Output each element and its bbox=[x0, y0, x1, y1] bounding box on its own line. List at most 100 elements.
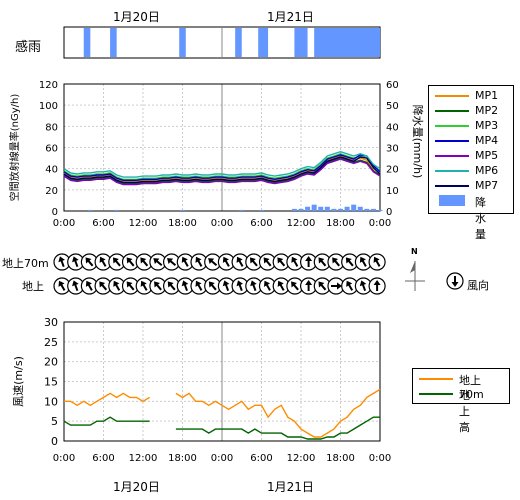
series-line-mp4 bbox=[63, 154, 381, 181]
rain-bar-47 bbox=[370, 208, 376, 211]
wind-dir-70m-7 bbox=[149, 253, 167, 271]
wind-legend-label-0: 地上70m bbox=[459, 374, 484, 401]
rain-sense-bar-2 bbox=[179, 28, 186, 57]
radiation-legend-swatch-4 bbox=[435, 155, 469, 157]
wind-xtick-4: 0:00 bbox=[211, 453, 233, 464]
wind-dir-ground-19 bbox=[313, 277, 331, 295]
wind-dir-70m-23 bbox=[368, 253, 386, 271]
wind-dir-70m-5 bbox=[121, 253, 140, 271]
rain-bar-46 bbox=[364, 208, 370, 211]
radiation-ytick-1: 20 bbox=[45, 186, 58, 197]
wind-dir-legend-icon bbox=[446, 272, 464, 290]
wind-dir-ground-14 bbox=[245, 277, 263, 295]
radiation-xtick-4: 0:00 bbox=[211, 218, 233, 229]
rain-ytick-0: 0 bbox=[386, 207, 392, 218]
wind-legend-swatch-0 bbox=[419, 378, 453, 380]
wind-legend-label-1: 地上高 bbox=[459, 389, 470, 434]
date-label-day1-top: 1月20日 bbox=[113, 10, 160, 24]
rain-sense-bar-3 bbox=[235, 28, 242, 57]
rain-bar-39 bbox=[318, 206, 324, 211]
wind-legend-swatch-1 bbox=[419, 393, 453, 395]
wind-dir-legend-label: 風向 bbox=[467, 279, 489, 292]
radiation-ytick-2: 40 bbox=[45, 165, 58, 176]
radiation-legend-swatch-3 bbox=[435, 140, 469, 142]
date-label-day2-top: 1月21日 bbox=[267, 10, 314, 24]
rain-sense-bar-5 bbox=[294, 28, 308, 57]
wind-ytick-0: 0 bbox=[51, 435, 58, 448]
wind-dir-70m-13 bbox=[231, 253, 249, 271]
radiation-legend-label-2: MP3 bbox=[475, 119, 499, 132]
wind-ytick-3: 15 bbox=[44, 376, 58, 389]
radiation-legend-label-1: MP2 bbox=[475, 104, 499, 117]
wind-frame bbox=[63, 321, 381, 442]
rain-bar-4 bbox=[87, 209, 93, 211]
radiation-legend-swatch-1 bbox=[435, 110, 469, 112]
rain-ytick-3: 30 bbox=[386, 144, 399, 155]
radiation-xtick-8: 0:00 bbox=[369, 218, 391, 229]
rain-ylabel: 降水量(mm/h) bbox=[411, 105, 425, 179]
wind-dir-ground-21 bbox=[341, 277, 359, 295]
radiation-ylabel: 空間放射線量率(nGy/h) bbox=[8, 94, 21, 202]
wind-dir-70m-3 bbox=[94, 253, 112, 271]
wind-ytick-2: 10 bbox=[44, 395, 58, 408]
wind-dir-row-label-70m: 地上70m bbox=[2, 257, 49, 270]
rain-ytick-4: 40 bbox=[386, 122, 399, 133]
radiation-legend: MP1 MP2 MP3 MP4 MP5 MP6 MP7 降水量 bbox=[428, 85, 514, 241]
wind-ytick-6: 30 bbox=[44, 316, 58, 329]
series-line-mp1 bbox=[63, 155, 381, 183]
radiation-xtick-7: 18:00 bbox=[326, 218, 355, 229]
radiation-xtick-3: 18:00 bbox=[168, 218, 197, 229]
rain-sense-label: 感雨 bbox=[15, 40, 42, 55]
wind-dir-ground-1 bbox=[67, 277, 85, 295]
rain-bar-8 bbox=[114, 209, 120, 211]
radiation-legend-label-7: 降水量 bbox=[475, 196, 486, 241]
date-label-day2-bottom: 1月21日 bbox=[267, 480, 314, 494]
radiation-legend-swatch-5 bbox=[435, 170, 469, 172]
rain-bar-48 bbox=[377, 209, 383, 211]
rain-bar-35 bbox=[291, 208, 297, 211]
series-line-mp7 bbox=[63, 156, 381, 184]
wind-dir-ground-20 bbox=[327, 277, 345, 295]
rain-bar-40 bbox=[324, 206, 330, 211]
radiation-xtick-2: 12:00 bbox=[129, 218, 158, 229]
radiation-ytick-0: 0 bbox=[52, 207, 58, 218]
rain-ytick-5: 50 bbox=[386, 101, 399, 112]
wind-xtick-1: 6:00 bbox=[92, 453, 114, 464]
wind-dir-ground-8 bbox=[163, 277, 181, 295]
series-line-mp3 bbox=[63, 153, 381, 180]
radiation-xtick-5: 6:00 bbox=[250, 218, 272, 229]
radiation-ytick-5: 100 bbox=[39, 101, 58, 112]
rain-ytick-1: 10 bbox=[386, 186, 399, 197]
series-line-mp5 bbox=[63, 158, 381, 186]
rain-bar-38 bbox=[311, 204, 317, 211]
radiation-ytick-4: 80 bbox=[45, 122, 58, 133]
rain-bar-18 bbox=[180, 209, 185, 211]
radiation-xtick-1: 6:00 bbox=[92, 218, 114, 229]
wind-xtick-0: 0:00 bbox=[53, 453, 75, 464]
radiation-legend-swatch-2 bbox=[435, 125, 469, 127]
wind-series-ground bbox=[63, 416, 380, 440]
wind-dir-ground-7 bbox=[149, 277, 167, 295]
radiation-legend-label-0: MP1 bbox=[475, 89, 499, 102]
radiation-ytick-6: 120 bbox=[39, 80, 58, 91]
radiation-xtick-0: 0:00 bbox=[53, 218, 75, 229]
wind-dir-70m-22 bbox=[354, 253, 372, 271]
compass-icon bbox=[405, 261, 425, 291]
wind-dir-70m-4 bbox=[108, 253, 126, 271]
wind-xtick-8: 0:00 bbox=[369, 453, 391, 464]
rain-ytick-6: 60 bbox=[386, 80, 399, 91]
wind-dir-70m-9 bbox=[176, 253, 194, 271]
radiation-legend-label-3: MP4 bbox=[475, 134, 499, 147]
rain-bar-43 bbox=[344, 206, 350, 211]
wind-dir-70m-21 bbox=[341, 253, 359, 271]
wind-legend: 地上70m 地上高 bbox=[412, 368, 510, 434]
radiation-legend-swatch-6 bbox=[435, 185, 469, 187]
rain-sense-bar-1 bbox=[110, 28, 117, 57]
wind-xtick-2: 12:00 bbox=[129, 453, 158, 464]
wind-ytick-4: 20 bbox=[44, 356, 58, 369]
radiation-ytick-3: 60 bbox=[45, 144, 58, 155]
wind-dir-ground-23 bbox=[368, 277, 386, 295]
radiation-frame bbox=[63, 83, 381, 212]
